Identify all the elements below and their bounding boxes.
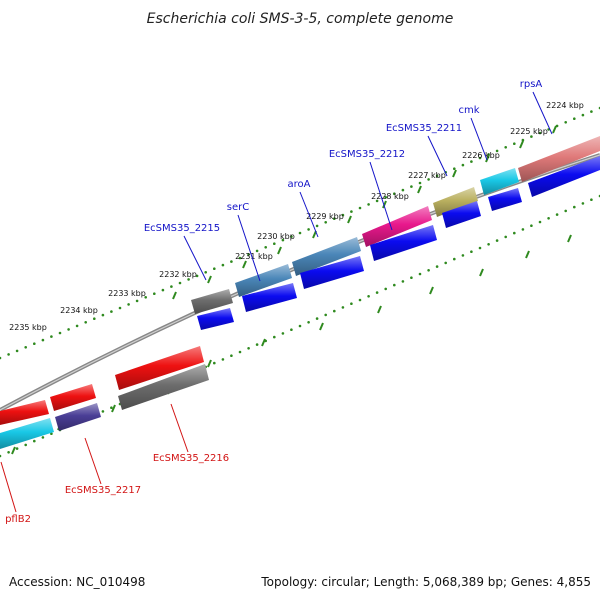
- tick-label: 2224 kbp: [546, 101, 584, 110]
- tick-mark: [242, 260, 247, 269]
- topology-summary: Topology: circular; Length: 5,068,389 bp…: [260, 575, 591, 589]
- cds-row-blue: [242, 283, 297, 312]
- gene-label-EcSMS35_2216: EcSMS35_2216: [153, 453, 229, 464]
- features-layer: [0, 136, 600, 449]
- cds-bar-EcSMS35_2215: [191, 289, 233, 314]
- cds-row-blue: [300, 256, 364, 289]
- cds-bar-cmk: [480, 168, 519, 195]
- tick-mark: [312, 230, 317, 239]
- cds-row-blue: [197, 308, 234, 330]
- tick-mark: [207, 359, 212, 368]
- tick-label: 2233 kbp: [108, 289, 146, 298]
- leader-line: [170, 403, 189, 453]
- cds-row-blue: [370, 225, 437, 261]
- tick-mark: [485, 154, 490, 163]
- tick-mark: [417, 185, 422, 194]
- tick-mark: [319, 322, 324, 331]
- tick-label: 2225 kbp: [510, 127, 548, 136]
- cds-bar-gray-2216: [118, 364, 209, 410]
- tick-mark: [277, 246, 282, 255]
- accession-text: Accession: NC_010498: [9, 575, 145, 589]
- leader-line: [427, 135, 448, 177]
- cds-bar-EcSMS35_2211: [433, 187, 478, 217]
- tick-mark: [552, 125, 557, 134]
- cds-bar-EcSMS35_2212: [362, 206, 432, 247]
- tick-mark: [377, 305, 382, 314]
- gene-label-aroA: aroA: [288, 179, 311, 190]
- leader-line: [0, 461, 17, 513]
- leader-line: [369, 161, 393, 231]
- cds-bar-EcSMS35_2217: [55, 403, 101, 431]
- tick-label: 2228 kbp: [371, 192, 409, 201]
- leader-line: [84, 437, 102, 485]
- cds-row-blue: [528, 156, 600, 197]
- tick-mark: [347, 215, 352, 224]
- tick-label: 2229 kbp: [306, 212, 344, 221]
- map-title: Escherichia coli SMS-3-5, complete genom…: [147, 11, 454, 27]
- cds-bar-rpsA: [518, 136, 600, 182]
- cds-bar-aroA: [292, 237, 361, 276]
- leader-line: [237, 214, 261, 282]
- tick-label: 2230 kbp: [257, 232, 295, 241]
- labels-layer: rpsA cmk EcSMS35_2211 EcSMS35_2212 aroA serC E…: [0, 79, 553, 525]
- tick-label: 2226 kbp: [462, 151, 500, 160]
- tick-mark: [111, 404, 116, 413]
- tick-mark: [261, 338, 266, 347]
- gene-label-EcSMS35_2217: EcSMS35_2217: [65, 485, 141, 496]
- cds-bar-serC: [235, 264, 292, 297]
- tick-mark: [567, 234, 572, 243]
- leader-line: [470, 117, 488, 161]
- cds-row-blue: [442, 201, 481, 228]
- tick-mark: [519, 140, 524, 149]
- tick-mark: [382, 200, 387, 209]
- gene-label-cmk: cmk: [458, 105, 479, 116]
- leader-line: [299, 191, 319, 238]
- gene-label-EcSMS35_2212: EcSMS35_2212: [329, 149, 405, 160]
- tick-mark: [452, 169, 457, 178]
- cds-row-blue: [488, 188, 522, 211]
- gene-label-rpsA: rpsA: [520, 79, 543, 90]
- tick-mark: [429, 286, 434, 295]
- leader-line: [532, 91, 553, 135]
- tick-label: 2227 kbp: [408, 171, 446, 180]
- tick-label: 2232 kbp: [159, 270, 197, 279]
- gene-label-serC: serC: [227, 202, 249, 213]
- tick-mark: [479, 268, 484, 277]
- outer-tick-ring: [0, 106, 600, 360]
- tick-mark: [11, 446, 16, 455]
- gene-label-pflB2: pflB2: [5, 514, 31, 525]
- tick-label: 2231 kbp: [235, 252, 273, 261]
- tick-label: 2235 kbp: [9, 323, 47, 332]
- tick-mark: [207, 275, 212, 284]
- cds-bar-pflB2: [0, 400, 49, 425]
- gene-label-EcSMS35_2215: EcSMS35_2215: [144, 223, 220, 234]
- leader-line: [183, 235, 207, 281]
- tick-mark: [525, 250, 530, 259]
- cds-bar-cyan: [0, 418, 54, 449]
- gene-label-EcSMS35_2211: EcSMS35_2211: [386, 123, 462, 134]
- cds-bar-red-2217: [50, 384, 96, 411]
- cds-bar-EcSMS35_2216: [115, 346, 204, 390]
- tick-label: 2234 kbp: [60, 306, 98, 315]
- tick-mark: [172, 291, 177, 300]
- tick-layer: 2224 kbp 2225 kbp 2226 kbp 2227 kbp 2228 kbp…: [0, 101, 600, 458]
